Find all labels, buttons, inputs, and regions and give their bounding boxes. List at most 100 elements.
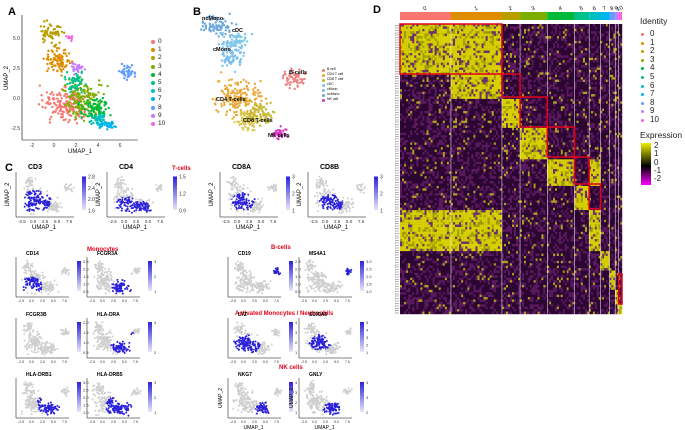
axis-y-label: UMAP_2 [289, 388, 295, 408]
legend-label: 9 [158, 112, 162, 119]
tick-x: -2.5 [18, 219, 26, 224]
tick-x: -2.5 [230, 360, 236, 364]
gene-title: CD8A [232, 164, 251, 171]
legend-dot [322, 99, 325, 102]
tick-x: -2.5 [89, 299, 95, 303]
legend-label: B cell [327, 67, 336, 71]
axis-y-label: UMAP_2 [5, 182, 11, 207]
tick-x: 5.0 [51, 420, 56, 424]
tick-x: 2.5 [334, 219, 341, 224]
scale-tick: 1.2 [179, 191, 186, 197]
tick-x: 7.5 [133, 360, 138, 364]
tick-x: 0.0 [312, 299, 317, 303]
tick-x: 5.0 [334, 299, 339, 303]
tick-x: 0.0 [100, 420, 105, 424]
tick-x: 0.0 [29, 420, 34, 424]
cluster-column-label: 7 [602, 6, 607, 13]
tick-x: 5.0 [334, 420, 339, 424]
cluster-column-label: 4 [558, 6, 563, 13]
scale-tick: 3 [154, 259, 157, 264]
tick-x: -2.5 [18, 360, 24, 364]
legend-label: CD4 T cell [327, 72, 343, 76]
scale-tick: 2 [154, 350, 157, 355]
legend-dot [322, 84, 325, 87]
tick-x: 7.5 [274, 299, 279, 303]
tick-x: 2.5 [246, 219, 253, 224]
tick-x: -2.5 [89, 420, 95, 424]
tick-y: 0.0 [13, 96, 20, 102]
scale-tick: 1.5 [179, 175, 186, 181]
tick-x: 2.5 [40, 420, 45, 424]
tick-x: 0.0 [29, 299, 34, 303]
tick-x: 7.5 [62, 420, 67, 424]
axis-x-label: UMAP_1 [123, 225, 148, 231]
cluster-column-label: 0 [423, 6, 428, 13]
tick-x: 2.5 [111, 299, 116, 303]
tick-x: -2.5 [301, 299, 307, 303]
legend-label: cMono [327, 87, 338, 91]
legend-label: 8 [158, 104, 162, 111]
legend-label: NK cell [327, 97, 338, 101]
gene-title: CD8B [320, 164, 339, 171]
tick-x: -2 [30, 143, 35, 149]
scale-tick: 3.0 [366, 259, 372, 264]
axis-y-label: UMAP_2 [4, 65, 10, 90]
legend-dot [641, 102, 644, 105]
celltype-label: ncMono [202, 16, 223, 22]
scale-tick: 2.4 [88, 186, 95, 192]
tick-x: 7.5 [157, 219, 164, 224]
tick-x: 0.0 [312, 360, 317, 364]
tick-x: 0.0 [30, 219, 37, 224]
legend-label: 5 [158, 79, 162, 86]
legend-label: 4 [158, 71, 162, 78]
legend-label: 2 [158, 54, 162, 61]
legend-label: 3 [158, 63, 162, 70]
scale-tick: 2 [366, 343, 369, 348]
expression-colorbar [641, 143, 651, 185]
scale-tick: 2.0 [88, 197, 95, 203]
legend-dot [641, 119, 644, 122]
axis-y-label: UMAP_2 [218, 388, 224, 408]
tick-x: 0.0 [100, 299, 105, 303]
tick-x: 0.0 [312, 420, 317, 424]
cluster-column-label: 6 [592, 6, 597, 13]
tick-x: 0.0 [241, 360, 246, 364]
tick-x: -2.5 [230, 420, 236, 424]
tick-x: 7.5 [133, 420, 138, 424]
tick-x: -2.5 [301, 420, 307, 424]
tick-x: -2.5 [222, 219, 230, 224]
legend-dot [151, 65, 155, 69]
tick-x: 0.0 [241, 420, 246, 424]
tick-x: 7.5 [345, 360, 350, 364]
cluster-column-label: 3 [531, 6, 536, 13]
cluster-column-label: 1 [474, 6, 479, 13]
scale-tick: 1.0 [366, 289, 372, 294]
tick-x: 2.5 [111, 360, 116, 364]
legend-label: CD8 T cell [327, 77, 343, 81]
tick-x: 2.5 [42, 219, 49, 224]
scale-tick: 0.9 [179, 208, 186, 214]
tick-x: 5.0 [346, 219, 353, 224]
axis-x-label: UMAP_1 [32, 225, 57, 231]
scale-tick: 3 [292, 175, 295, 181]
legend-dot [322, 94, 325, 97]
legend-dot [151, 73, 155, 77]
umap-celltype-plot [198, 12, 358, 152]
tick-x: 2.5 [252, 420, 257, 424]
tick-y: 2.5 [13, 66, 20, 72]
legend-dot [641, 50, 644, 53]
header-bcells: B-cells [271, 245, 291, 251]
tick-x: 5.0 [334, 360, 339, 364]
legend-dot [151, 81, 155, 85]
scale-tick: 4 [154, 320, 157, 325]
scale-tick: 2 [366, 410, 369, 415]
tick-x: 0.0 [241, 299, 246, 303]
tick-x: 2.5 [40, 360, 45, 364]
tick-x: 5.0 [122, 299, 127, 303]
